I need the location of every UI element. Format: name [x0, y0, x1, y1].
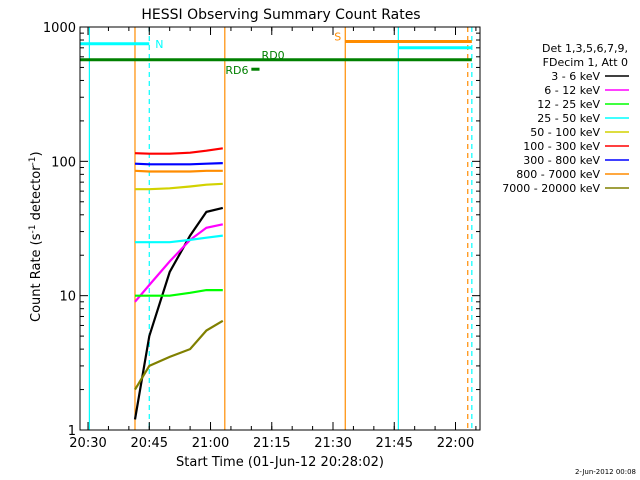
- chart-title: HESSI Observing Summary Count Rates: [141, 7, 420, 23]
- legend-header: FDecim 1, Att 0: [543, 56, 628, 69]
- series-line: [135, 234, 223, 244]
- series-line: [134, 147, 223, 155]
- y-tick-label: 1: [68, 424, 76, 439]
- legend-entry-label: 100 - 300 keV: [523, 140, 600, 153]
- flag-label: N: [155, 38, 163, 51]
- series-line: [133, 206, 224, 420]
- legend-entry-label: 7000 - 20000 keV: [502, 182, 600, 195]
- x-tick-label: 21:45: [376, 436, 413, 451]
- legend-entry-label: 50 - 100 keV: [530, 126, 600, 139]
- legend-entry-label: 12 - 25 keV: [537, 98, 600, 111]
- x-axis-label: Start Time (01-Jun-12 20:28:02): [176, 455, 384, 470]
- x-tick-label: 21:30: [314, 436, 351, 451]
- x-tick-label: 21:00: [192, 436, 229, 451]
- flag-label: S: [334, 30, 341, 43]
- series-line: [134, 169, 223, 173]
- legend-entry-label: 25 - 50 keV: [537, 112, 600, 125]
- plot-frame: [79, 26, 481, 431]
- legend-header: Det 1,3,5,6,7,9,: [542, 42, 628, 55]
- flag-label: RD6: [225, 64, 248, 77]
- x-tick-label: 20:45: [131, 436, 168, 451]
- flag-label: RD0: [262, 49, 285, 62]
- legend-entry-label: 800 - 7000 keV: [516, 168, 600, 181]
- vertical-lines: [88, 27, 473, 430]
- series-line: [134, 319, 224, 391]
- series-line: [134, 223, 224, 303]
- y-tick-label: 10: [59, 290, 76, 305]
- y-tick-label: 1000: [43, 21, 76, 36]
- legend-entry-label: 6 - 12 keV: [544, 84, 600, 97]
- x-tick-label: 20:30: [69, 436, 106, 451]
- legend-entry-label: 300 - 800 keV: [523, 154, 600, 167]
- x-tick-label: 21:15: [253, 436, 290, 451]
- x-tick-label: 22:00: [437, 436, 474, 451]
- y-axis-label: Count Rate (s-1 detector-1): [28, 151, 44, 322]
- y-tick-label: 100: [51, 155, 76, 170]
- timestamp: 2-Jun-2012 00:08: [575, 468, 636, 476]
- x-axis-ticks: 20:30 20:45 21:00 21:15 21:30 21:45 22:00: [69, 27, 477, 451]
- series-line: [134, 162, 223, 166]
- series-lines: [133, 147, 224, 420]
- legend: Det 1,3,5,6,7,9,FDecim 1, Att 03 - 6 keV…: [502, 42, 629, 195]
- legend-entry-label: 3 - 6 keV: [551, 70, 600, 83]
- series-line: [135, 182, 223, 191]
- y-axis-ticks: 1 10 100 1000: [43, 21, 480, 439]
- series-line: [135, 289, 223, 297]
- flag-bars: N S RD0 RD6: [80, 30, 472, 77]
